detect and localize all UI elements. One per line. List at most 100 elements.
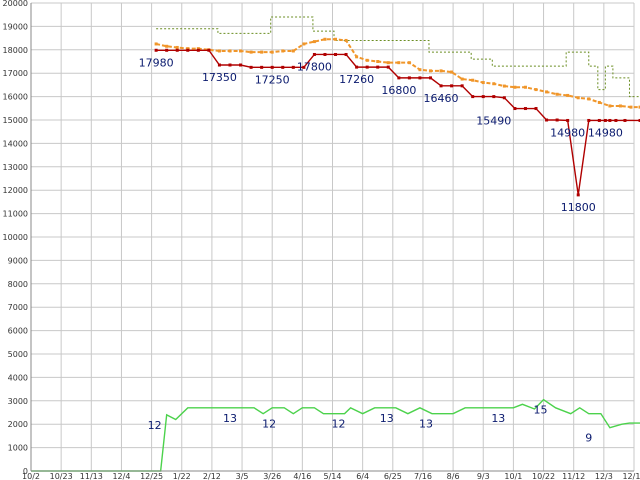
x-tick-label: 11/13 [80, 472, 103, 480]
y-tick-label: 19000 [3, 22, 28, 31]
y-tick-label: 6000 [8, 327, 28, 336]
data-point-average [638, 105, 640, 109]
x-tick-label: 12/4 [112, 472, 130, 480]
data-point-price [450, 84, 454, 88]
x-tick-label: 2/12 [203, 472, 221, 480]
axes [30, 3, 634, 472]
data-point-average [312, 40, 316, 44]
data-point-price [302, 65, 306, 69]
data-point-price [228, 63, 232, 67]
y-tick-label: 17000 [3, 69, 28, 78]
data-point-price [291, 65, 295, 69]
data-point-price [502, 96, 506, 100]
data-label: 13 [419, 418, 433, 431]
data-point-average [629, 105, 633, 109]
data-point-price [312, 52, 316, 56]
data-point-average [460, 77, 464, 81]
y-tick-label: 12000 [3, 186, 28, 195]
data-point-average [502, 84, 506, 88]
data-point-price [281, 65, 285, 69]
x-tick-label: 6/4 [356, 472, 369, 480]
x-tick-label: 4/16 [293, 472, 311, 480]
data-label: 16800 [381, 84, 416, 97]
data-point-average [165, 44, 169, 48]
x-tick-label: 12/17 [622, 472, 640, 480]
data-point-price [614, 118, 618, 122]
data-label: 12 [262, 418, 276, 431]
data-label: 17350 [202, 71, 237, 84]
x-tick-label: 8/6 [447, 472, 460, 480]
data-label: 17260 [339, 73, 374, 86]
x-tick-label: 3/26 [263, 472, 281, 480]
y-tick-label: 13000 [3, 163, 28, 172]
data-point-price [344, 52, 348, 56]
data-point-average [471, 78, 475, 82]
data-point-price [365, 65, 369, 69]
series-line-price [156, 49, 640, 195]
data-point-average [365, 58, 369, 62]
data-point-average [355, 55, 359, 59]
data-point-average [418, 68, 422, 72]
y-tick-label: 2000 [8, 420, 28, 429]
x-tick-label: 10/22 [532, 472, 555, 480]
x-tick-label: 5/14 [324, 472, 342, 480]
y-tick-label: 9000 [8, 256, 28, 265]
data-point-price [428, 76, 432, 80]
y-tick-label: 8000 [8, 280, 28, 289]
data-point-average [260, 50, 264, 54]
data-point-average [334, 37, 338, 41]
data-point-average [587, 97, 591, 101]
x-tick-label: 12/25 [140, 472, 163, 480]
series-group [31, 16, 640, 472]
data-point-average [608, 104, 612, 108]
x-tick-label: 10/2 [22, 472, 40, 480]
data-point-average [450, 70, 454, 74]
data-point-price [481, 95, 485, 99]
data-label: 14980 [588, 126, 623, 139]
data-point-price [492, 95, 496, 99]
x-tick-label: 9/3 [477, 472, 490, 480]
data-label: 16460 [424, 92, 459, 105]
data-point-average [545, 90, 549, 94]
data-point-price [397, 76, 401, 80]
y-tick-label: 16000 [3, 93, 28, 102]
data-point-average [228, 49, 232, 53]
data-point-price [239, 63, 243, 67]
data-point-price [597, 118, 601, 122]
data-label: 17800 [297, 60, 332, 73]
data-point-average [154, 42, 158, 46]
data-label: 13 [380, 412, 394, 425]
data-point-price [534, 107, 538, 111]
data-point-price [249, 65, 253, 69]
data-labels: 17980 17350 17250 17800 17260 16800 16460 15490… [139, 56, 623, 444]
data-point-average [175, 45, 179, 49]
data-label: 12 [332, 418, 346, 431]
data-point-price [523, 107, 527, 111]
data-point-price [386, 65, 390, 69]
y-tick-label: 3000 [8, 397, 28, 406]
x-tick-label: 6/25 [384, 472, 402, 480]
data-point-price [638, 118, 640, 122]
data-point-average [597, 100, 601, 104]
data-point-price [513, 107, 517, 111]
data-label: 15490 [476, 115, 511, 128]
y-tick-label: 18000 [3, 46, 28, 55]
data-point-average [281, 49, 285, 53]
data-label: 11800 [561, 201, 596, 214]
data-point-price [217, 63, 221, 67]
data-point-average [566, 93, 570, 97]
data-point-average [523, 85, 527, 89]
data-point-price [376, 65, 380, 69]
y-tick-label: 4000 [8, 373, 28, 382]
data-point-price [165, 48, 169, 52]
data-point-average [302, 42, 306, 46]
data-point-average [217, 49, 221, 53]
y-tick-label: 1000 [8, 444, 28, 453]
data-point-price [439, 84, 443, 88]
data-point-average [555, 92, 559, 96]
data-point-price [545, 118, 549, 122]
data-label: 14980 [550, 126, 585, 139]
data-point-average [344, 38, 348, 42]
